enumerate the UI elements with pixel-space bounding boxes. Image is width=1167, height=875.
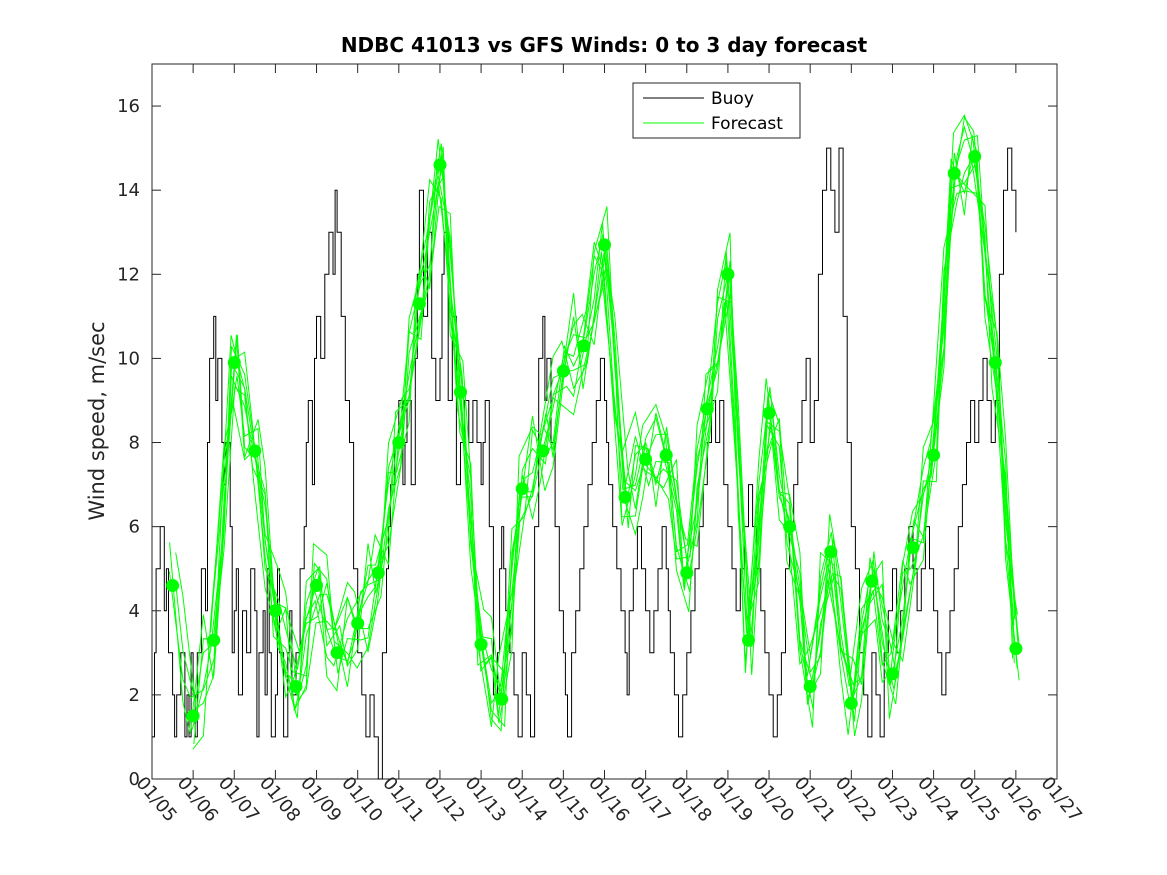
forecast-point <box>721 267 735 281</box>
forecast-point <box>474 637 488 651</box>
forecast-point <box>186 709 200 723</box>
forecast-point <box>412 297 426 311</box>
forecast-point <box>207 633 221 647</box>
forecast-point <box>968 150 982 163</box>
forecast-point <box>433 158 447 172</box>
forecast-point <box>906 541 920 555</box>
y-axis-title: Wind speed, m/sec <box>85 321 109 520</box>
legend-forecast-label: Forecast <box>711 114 783 134</box>
forecast-point <box>927 448 941 462</box>
x-tick-label: 01/05 <box>131 773 180 826</box>
x-tick-label: 01/19 <box>707 773 756 826</box>
x-tick-label: 01/12 <box>419 773 468 826</box>
forecast-point <box>762 406 776 420</box>
x-tick-label: 01/16 <box>584 773 633 826</box>
x-tick-label: 01/14 <box>502 773 551 826</box>
forecast-point <box>865 574 879 588</box>
forecast-point <box>248 444 262 458</box>
x-tick-label: 01/11 <box>378 773 427 826</box>
x-tick-label: 01/18 <box>666 773 715 826</box>
x-tick-label: 01/23 <box>872 773 921 826</box>
forecast-point <box>803 680 817 693</box>
y-tick-label: 12 <box>117 264 140 285</box>
y-tick-label: 4 <box>129 601 140 622</box>
y-tick-label: 10 <box>117 348 140 369</box>
forecast-point <box>289 680 303 693</box>
forecast-point <box>659 448 673 462</box>
forecast-series-line <box>192 116 1020 750</box>
forecast-point <box>351 616 365 630</box>
y-tick-label: 6 <box>129 517 140 538</box>
forecast-point <box>844 696 858 710</box>
forecast-point <box>556 364 570 378</box>
forecast-point <box>310 579 323 592</box>
x-tick-label: 01/24 <box>913 773 962 826</box>
forecast-point <box>495 692 509 706</box>
forecast-point <box>515 482 529 496</box>
x-tick-label: 01/22 <box>831 773 880 826</box>
forecast-point <box>700 402 714 416</box>
buoy-series-line <box>152 147 1017 780</box>
forecast-point <box>268 604 282 618</box>
y-tick-label: 8 <box>129 433 140 454</box>
forecast-point <box>371 566 385 580</box>
forecast-point <box>639 452 653 466</box>
forecast-series-line <box>169 190 1016 734</box>
forecast-series-line <box>175 167 1018 719</box>
x-tick-label: 01/06 <box>173 773 222 826</box>
legend: Buoy Forecast <box>632 82 801 139</box>
forecast-point <box>947 166 961 180</box>
forecast-point <box>742 633 755 647</box>
forecast-point <box>618 490 632 504</box>
y-tick-label: 0 <box>129 769 140 790</box>
y-tick-label: 2 <box>129 685 140 706</box>
x-tick-label: 01/10 <box>337 773 386 826</box>
y-tick-label: 14 <box>117 180 140 201</box>
forecast-point <box>680 566 694 580</box>
x-tick-label: 01/09 <box>296 773 345 826</box>
forecast-point <box>330 646 344 660</box>
forecast-point <box>454 385 467 399</box>
forecast-point <box>166 579 180 592</box>
forecast-point <box>598 238 611 252</box>
x-tick-label: 01/13 <box>461 773 510 826</box>
x-tick-label: 01/17 <box>625 773 674 826</box>
x-tick-label: 01/26 <box>995 773 1044 826</box>
y-tick-label: 16 <box>117 96 140 117</box>
x-tick-label: 01/27 <box>1036 773 1085 826</box>
forecast-point <box>886 667 899 681</box>
forecast-series-line <box>210 114 1019 736</box>
legend-frame <box>632 82 801 139</box>
forecast-point <box>536 444 550 458</box>
forecast-point <box>988 356 1002 370</box>
x-tick-label: 01/20 <box>749 773 798 826</box>
x-tick-label: 01/08 <box>255 773 304 826</box>
legend-buoy-label: Buoy <box>711 89 754 109</box>
forecast-point <box>392 436 406 449</box>
x-tick-label: 01/25 <box>954 773 1003 826</box>
x-tick-label: 01/07 <box>214 773 263 826</box>
forecast-point <box>577 339 591 353</box>
forecast-point <box>227 356 241 370</box>
x-tick-label: 01/15 <box>543 773 592 826</box>
forecast-point <box>824 545 838 559</box>
chart-title: NDBC 41013 vs GFS Winds: 0 to 3 day fore… <box>341 33 868 57</box>
forecast-point <box>783 520 797 534</box>
x-tick-label: 01/21 <box>790 773 839 826</box>
forecast-point <box>1009 642 1023 656</box>
